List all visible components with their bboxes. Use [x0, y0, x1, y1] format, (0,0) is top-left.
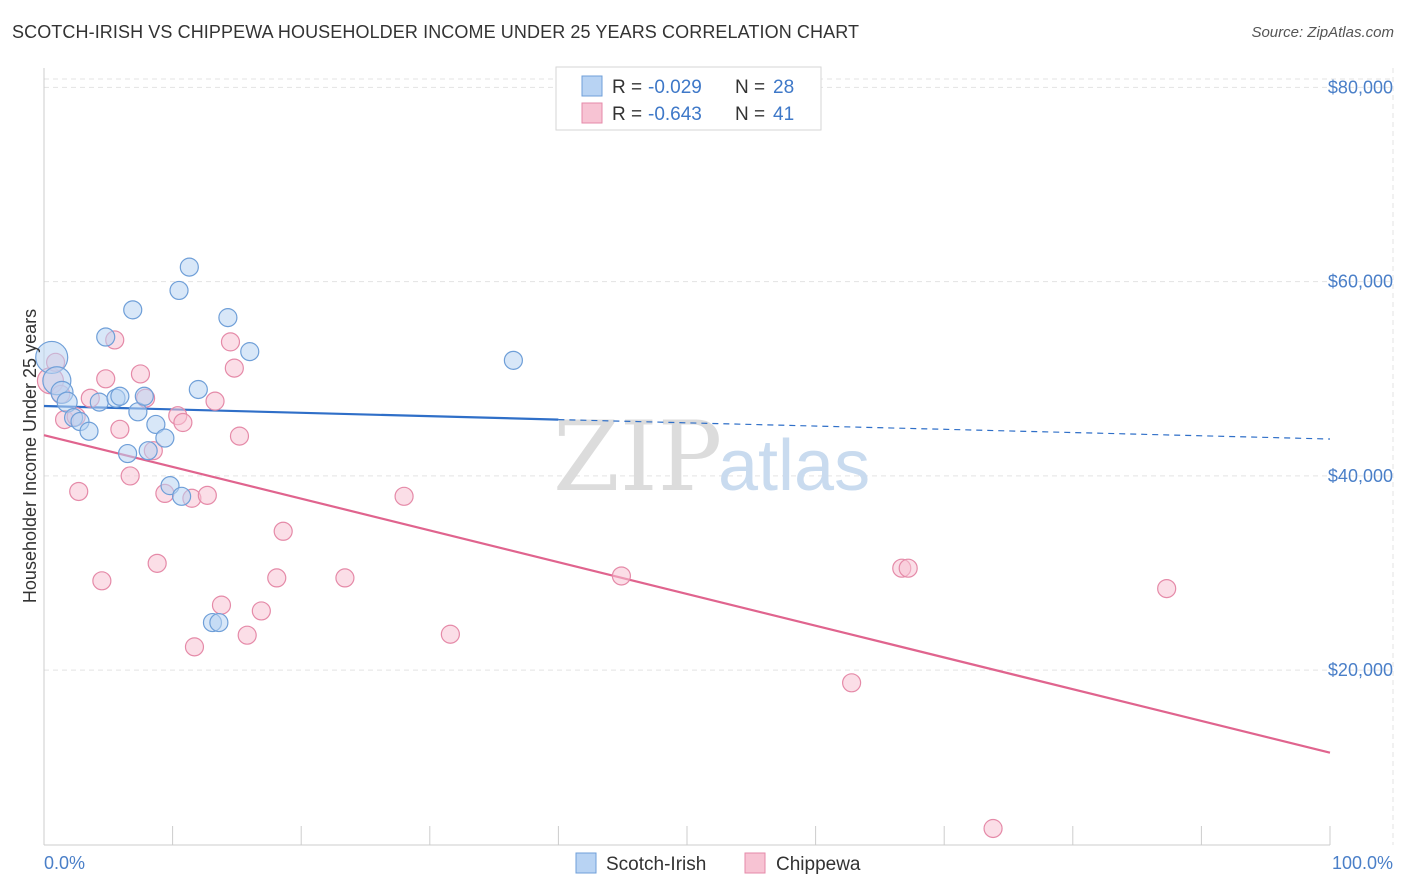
chippewa-point — [983, 818, 1003, 839]
chippewa-point — [335, 568, 355, 588]
chippewa-point — [184, 637, 205, 657]
grid-lines — [44, 68, 1394, 845]
scotch-irish-point — [179, 257, 199, 277]
x-tick-label-max: 100.0% — [1332, 853, 1393, 873]
legend-n-value-2: 41 — [773, 104, 794, 125]
chippewa-point — [205, 391, 225, 411]
x-tick-label-min: 0.0% — [44, 853, 85, 873]
bottom-legend-swatch-scotch-irish — [575, 852, 597, 874]
chippewa-point — [273, 521, 293, 541]
chippewa-point — [237, 625, 257, 645]
chippewa-point — [440, 624, 460, 644]
scotch-irish-point — [96, 327, 116, 347]
legend-r-value-2: -0.643 — [648, 104, 702, 125]
chippewa-point — [394, 486, 414, 506]
bottom-legend: Scotch-Irish Chippewa — [575, 852, 861, 875]
chippewa-point — [92, 571, 112, 591]
bottom-legend-label-scotch-irish: Scotch-Irish — [606, 854, 706, 875]
scotch-irish-point — [172, 486, 192, 506]
scatter-points — [35, 257, 1177, 839]
chart-title: SCOTCH-IRISH VS CHIPPEWA HOUSEHOLDER INC… — [12, 22, 860, 42]
scotch-irish-point — [117, 443, 138, 464]
chippewa-point — [96, 369, 116, 389]
chippewa-trend-line — [43, 434, 1331, 754]
scotch-irish-point — [188, 379, 208, 400]
watermark-zip: ZIP — [553, 401, 722, 513]
scotch-irish-point — [110, 386, 130, 406]
watermark-atlas: atlas — [718, 426, 870, 506]
chippewa-point — [173, 412, 193, 433]
chippewa-point — [197, 485, 217, 505]
y-tick-label: $80,000 — [1328, 77, 1393, 97]
chippewa-point — [110, 419, 130, 439]
scotch-irish-point — [169, 280, 189, 301]
scotch-irish-point — [89, 392, 109, 412]
scotch-irish-point — [240, 342, 260, 362]
chippewa-point — [229, 426, 250, 446]
chippewa-point — [898, 558, 918, 578]
chippewa-point — [211, 595, 232, 615]
y-tick-label: $40,000 — [1328, 466, 1393, 486]
scotch-irish-point — [146, 414, 166, 435]
legend-r-label-2: R = — [612, 104, 642, 125]
scotch-irish-point — [155, 428, 175, 448]
scotch-irish-trend-line — [43, 404, 559, 421]
chart-source: Source: ZipAtlas.com — [1251, 24, 1394, 41]
scotch-irish-point — [503, 350, 523, 370]
legend-r-label-1: R = — [612, 77, 642, 98]
chippewa-point — [130, 364, 151, 384]
scotch-irish-point — [138, 441, 158, 461]
scotch-irish-point — [134, 386, 154, 406]
legend-swatch-chippewa — [581, 102, 603, 124]
scotch-irish-point — [123, 300, 143, 320]
y-tick-labels: $20,000 $40,000 $60,000 $80,000 — [1328, 77, 1393, 680]
y-tick-label: $60,000 — [1328, 272, 1393, 292]
scotch-irish-point — [218, 308, 238, 328]
chippewa-point — [220, 332, 241, 352]
scotch-irish-trend-extension — [558, 418, 1331, 440]
x-ticks — [172, 826, 1331, 845]
bottom-legend-label-chippewa: Chippewa — [776, 854, 861, 875]
legend-n-label-2: N = — [735, 104, 765, 125]
legend-r-value-1: -0.029 — [648, 77, 702, 98]
chippewa-point — [147, 553, 167, 573]
chippewa-point — [267, 568, 287, 588]
legend-box: R = -0.029 N = 28 R = -0.643 N = 41 — [555, 66, 822, 131]
chippewa-point — [251, 601, 271, 621]
y-axis-title: Householder Income Under 25 years — [20, 309, 40, 603]
chippewa-point — [1157, 578, 1177, 599]
watermark: ZIP atlas — [553, 401, 870, 513]
legend-n-value-1: 28 — [773, 77, 794, 98]
scotch-irish-point — [209, 612, 229, 633]
y-tick-label: $20,000 — [1328, 660, 1393, 680]
chippewa-point — [120, 466, 140, 486]
legend-n-label-1: N = — [735, 77, 765, 98]
chippewa-point — [224, 358, 244, 378]
legend-swatch-scotch-irish — [581, 75, 603, 97]
chippewa-point — [842, 673, 862, 693]
scotch-irish-point — [79, 421, 99, 441]
chippewa-point — [611, 566, 632, 586]
bottom-legend-swatch-chippewa — [744, 852, 766, 874]
chippewa-point — [69, 481, 89, 502]
